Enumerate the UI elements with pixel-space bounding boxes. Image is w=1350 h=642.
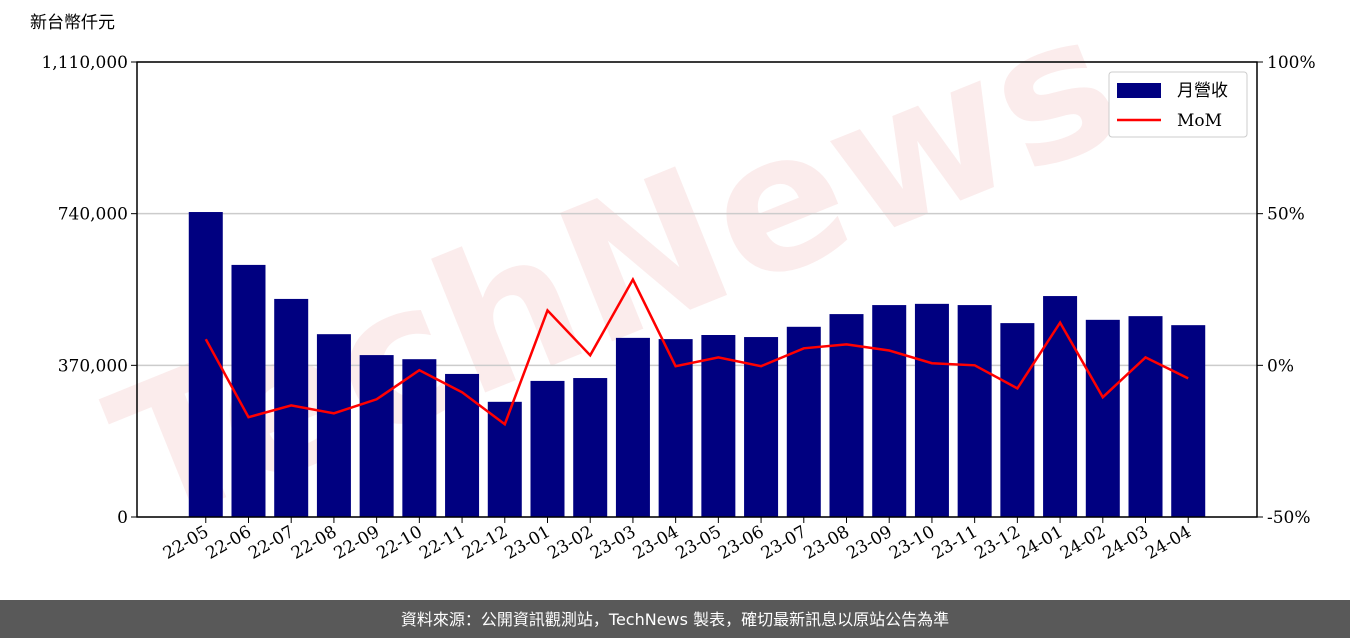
legend-swatch xyxy=(1117,83,1161,98)
x-tick-label: 24-02 xyxy=(1057,522,1109,564)
bar xyxy=(573,378,608,517)
x-tick-label: 23-01 xyxy=(502,522,554,564)
bar xyxy=(658,339,693,517)
bar xyxy=(402,359,437,517)
x-tick-label: 23-10 xyxy=(886,522,938,564)
plot-frame xyxy=(136,61,1258,518)
x-tick-label: 22-12 xyxy=(459,522,511,564)
y-tick-label: 1,110,000 xyxy=(41,53,128,73)
y-tick-label: 370,000 xyxy=(58,356,128,376)
x-tick-label: 23-09 xyxy=(843,522,895,564)
bar xyxy=(701,335,736,517)
legend-label: 月營收 xyxy=(1177,81,1228,101)
y2-tick-label: 100% xyxy=(1267,53,1316,73)
x-tick-label: 22-09 xyxy=(331,522,383,564)
bar xyxy=(957,305,992,517)
bar xyxy=(359,355,394,517)
bar xyxy=(786,326,821,517)
x-tick-label: 23-08 xyxy=(801,522,853,564)
y2-tick-label: 50% xyxy=(1267,205,1305,225)
bar xyxy=(829,314,864,517)
line xyxy=(204,276,1189,427)
x-tick-label: 24-01 xyxy=(1014,522,1066,564)
y2-tick-label: -50% xyxy=(1267,508,1311,528)
bar xyxy=(1043,296,1078,517)
bar xyxy=(1085,319,1120,517)
x-tick-label: 23-03 xyxy=(587,522,639,564)
bar xyxy=(1128,316,1163,517)
x-tick-label: 23-02 xyxy=(544,522,596,564)
x-tick-label: 24-03 xyxy=(1100,522,1152,564)
bar xyxy=(188,212,223,517)
x-tick-label: 23-11 xyxy=(929,522,981,564)
bar xyxy=(445,373,480,517)
x-tick-label: 22-11 xyxy=(416,522,468,564)
bar xyxy=(914,303,949,517)
bar xyxy=(530,380,565,517)
bar xyxy=(1171,325,1206,517)
footer: 資料來源：公開資訊觀測站，TechNews 製表，確切最新訊息以原站公告為準 xyxy=(401,610,949,629)
footer-bar xyxy=(0,600,1350,638)
x-tick-label: 23-12 xyxy=(971,522,1023,564)
bar xyxy=(872,305,907,517)
bar xyxy=(231,264,266,517)
bar xyxy=(615,337,650,517)
x-tick-label: 23-06 xyxy=(715,522,767,564)
y-tick-label: 0 xyxy=(117,508,128,528)
x-tick-label: 23-05 xyxy=(672,522,724,564)
x-tick-label: 23-04 xyxy=(630,522,682,564)
bar xyxy=(316,334,351,517)
x-tick-label: 24-04 xyxy=(1142,522,1194,564)
x-tick-label: 22-08 xyxy=(288,522,340,564)
y2-tick-label: 0% xyxy=(1267,356,1294,376)
y-axis-label: 新台幣仟元 xyxy=(30,13,115,33)
bar xyxy=(1000,323,1035,517)
x-tick-label: 23-07 xyxy=(758,522,810,564)
x-tick-label: 22-10 xyxy=(373,522,425,564)
y-tick-label: 740,000 xyxy=(58,205,128,225)
legend-label: MoM xyxy=(1177,111,1222,131)
bar xyxy=(487,401,522,517)
